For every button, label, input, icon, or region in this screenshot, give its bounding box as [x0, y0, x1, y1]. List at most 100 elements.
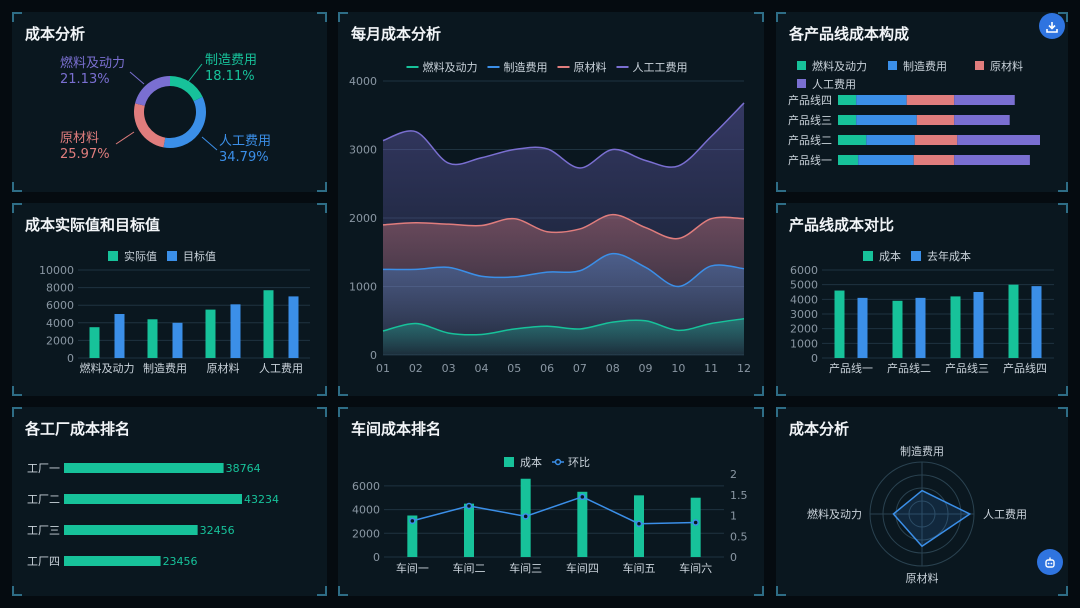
x-tick-label: 燃料及动力 — [80, 361, 135, 375]
y-tick-label: 6000 — [790, 264, 818, 277]
donut-slice — [134, 103, 166, 148]
bar-segment — [913, 155, 955, 165]
x-tick-label: 07 — [573, 362, 587, 375]
panel-actual-vs-target: 成本实际值和目标值 0 2000 4000 6000 8000 10000 燃料及动力 制造费… — [12, 203, 327, 396]
bar-segment — [838, 95, 857, 105]
x-tick-label: 产品线二 — [887, 361, 931, 375]
series-line — [382, 252, 745, 288]
category-label: 产品线三 — [788, 113, 832, 127]
corner — [1058, 386, 1068, 396]
y-tick-label: 1000 — [349, 281, 377, 294]
corner — [338, 12, 348, 22]
value-label: 38764 — [226, 462, 261, 475]
x-tick-label: 03 — [442, 362, 456, 375]
download-icon — [1045, 19, 1059, 33]
corner — [776, 12, 786, 22]
corner — [338, 386, 348, 396]
panel-title: 成本实际值和目标值 — [25, 216, 161, 234]
category-label: 产品线二 — [788, 133, 832, 147]
legend-swatch — [167, 251, 177, 261]
series-line — [382, 102, 745, 169]
corner — [1058, 586, 1068, 596]
bar — [230, 304, 241, 358]
legend-label: 成本 — [879, 249, 901, 263]
x-tick-label: 产品线三 — [945, 361, 989, 375]
y2-tick-label: 0 — [730, 551, 737, 564]
leader-line — [201, 136, 218, 151]
monthly-area-chart: 0 1000 2000 3000 4000 01 02 03 04 05 06 07 08 09 10 11 1… — [349, 60, 751, 375]
y-tick-label: 0 — [811, 352, 818, 365]
corner — [338, 407, 348, 417]
download-button[interactable] — [1039, 13, 1065, 39]
bar — [915, 297, 926, 358]
slice-percent: 34.79% — [219, 150, 269, 165]
y-tick-label: 6000 — [352, 480, 380, 493]
x-tick-label: 12 — [737, 362, 751, 375]
corner — [317, 386, 327, 396]
x-tick-label: 11 — [704, 362, 718, 375]
corner — [317, 586, 327, 596]
bar — [1031, 286, 1042, 358]
legend-swatch — [108, 251, 118, 261]
bar-segment — [957, 135, 1040, 145]
bar-segment — [954, 95, 1015, 105]
x-tick-label: 制造费用 — [143, 361, 187, 375]
bar — [407, 515, 418, 557]
x-tick-label: 车间五 — [623, 561, 656, 575]
corner — [754, 12, 764, 22]
legend-label: 实际值 — [124, 249, 157, 263]
corner — [754, 386, 764, 396]
donut-slice — [163, 96, 206, 148]
x-tick-label: 产品线一 — [829, 361, 873, 375]
y-tick-label: 3000 — [349, 144, 377, 157]
bar-segment — [906, 95, 955, 105]
slice-label: 原材料 — [60, 131, 99, 146]
panel-monthly-cost: 每月成本分析 0 1000 2000 3000 4000 01 02 03 04 05 06 07 08… — [338, 12, 764, 396]
y-tick-label: 4000 — [46, 317, 74, 330]
bar — [950, 296, 961, 358]
panel-title: 成本分析 — [25, 25, 86, 43]
line-point — [692, 519, 699, 526]
slice-percent: 25.97% — [60, 147, 110, 162]
legend-swatch — [504, 457, 514, 467]
corner — [338, 586, 348, 596]
x-tick-label: 车间三 — [509, 561, 542, 575]
legend-swatch — [797, 61, 806, 70]
bar-segment — [838, 115, 857, 125]
robot-icon — [1043, 555, 1057, 569]
panel-product-line-compare: 产品线成本对比 0 1000 2000 3000 4000 5000 6000 产品线一 产品线… — [776, 203, 1068, 396]
category-label: 工厂二 — [27, 493, 60, 506]
bar-segment — [916, 115, 955, 125]
panel-workshop-ranking: 车间成本排名 0 2000 4000 6000 0 0.5 1 1.5 2 车间一 车间二 车间三 车间… — [338, 407, 764, 596]
leader-line — [129, 71, 145, 85]
x-tick-label: 06 — [540, 362, 554, 375]
panel-factory-ranking: 各工厂成本排名 工厂一 38764 工厂二 43234 工厂三 32456 工厂四 23456 — [12, 407, 327, 596]
y-tick-label: 8000 — [46, 282, 74, 295]
x-tick-label: 05 — [507, 362, 521, 375]
slice-percent: 18.11% — [205, 69, 255, 84]
radar-indicator-label: 人工费用 — [983, 508, 1027, 521]
x-tick-label: 09 — [639, 362, 653, 375]
bar — [288, 296, 299, 358]
corner — [754, 407, 764, 417]
bar — [89, 327, 100, 358]
x-tick-label: 人工费用 — [259, 362, 303, 375]
bar — [577, 491, 588, 557]
leader-line — [187, 63, 203, 83]
panel-product-line-composition: 各产品线成本构成 燃料及动力 制造费用 原材料 人工费用 产品线四 产品线三 产品线二 产品线… — [776, 12, 1068, 192]
legend-label: 人工工费用 — [633, 61, 688, 74]
bar — [892, 300, 903, 358]
corner — [776, 407, 786, 417]
y-tick-label: 10000 — [39, 264, 74, 277]
y2-tick-label: 1.5 — [730, 489, 748, 502]
corner — [776, 386, 786, 396]
bar — [64, 525, 198, 535]
legend-swatch — [797, 79, 806, 88]
assistant-button[interactable] — [1037, 549, 1063, 575]
line-point — [522, 513, 529, 520]
x-tick-label: 原材料 — [207, 361, 240, 375]
bar — [690, 497, 701, 557]
corner — [1058, 407, 1068, 417]
